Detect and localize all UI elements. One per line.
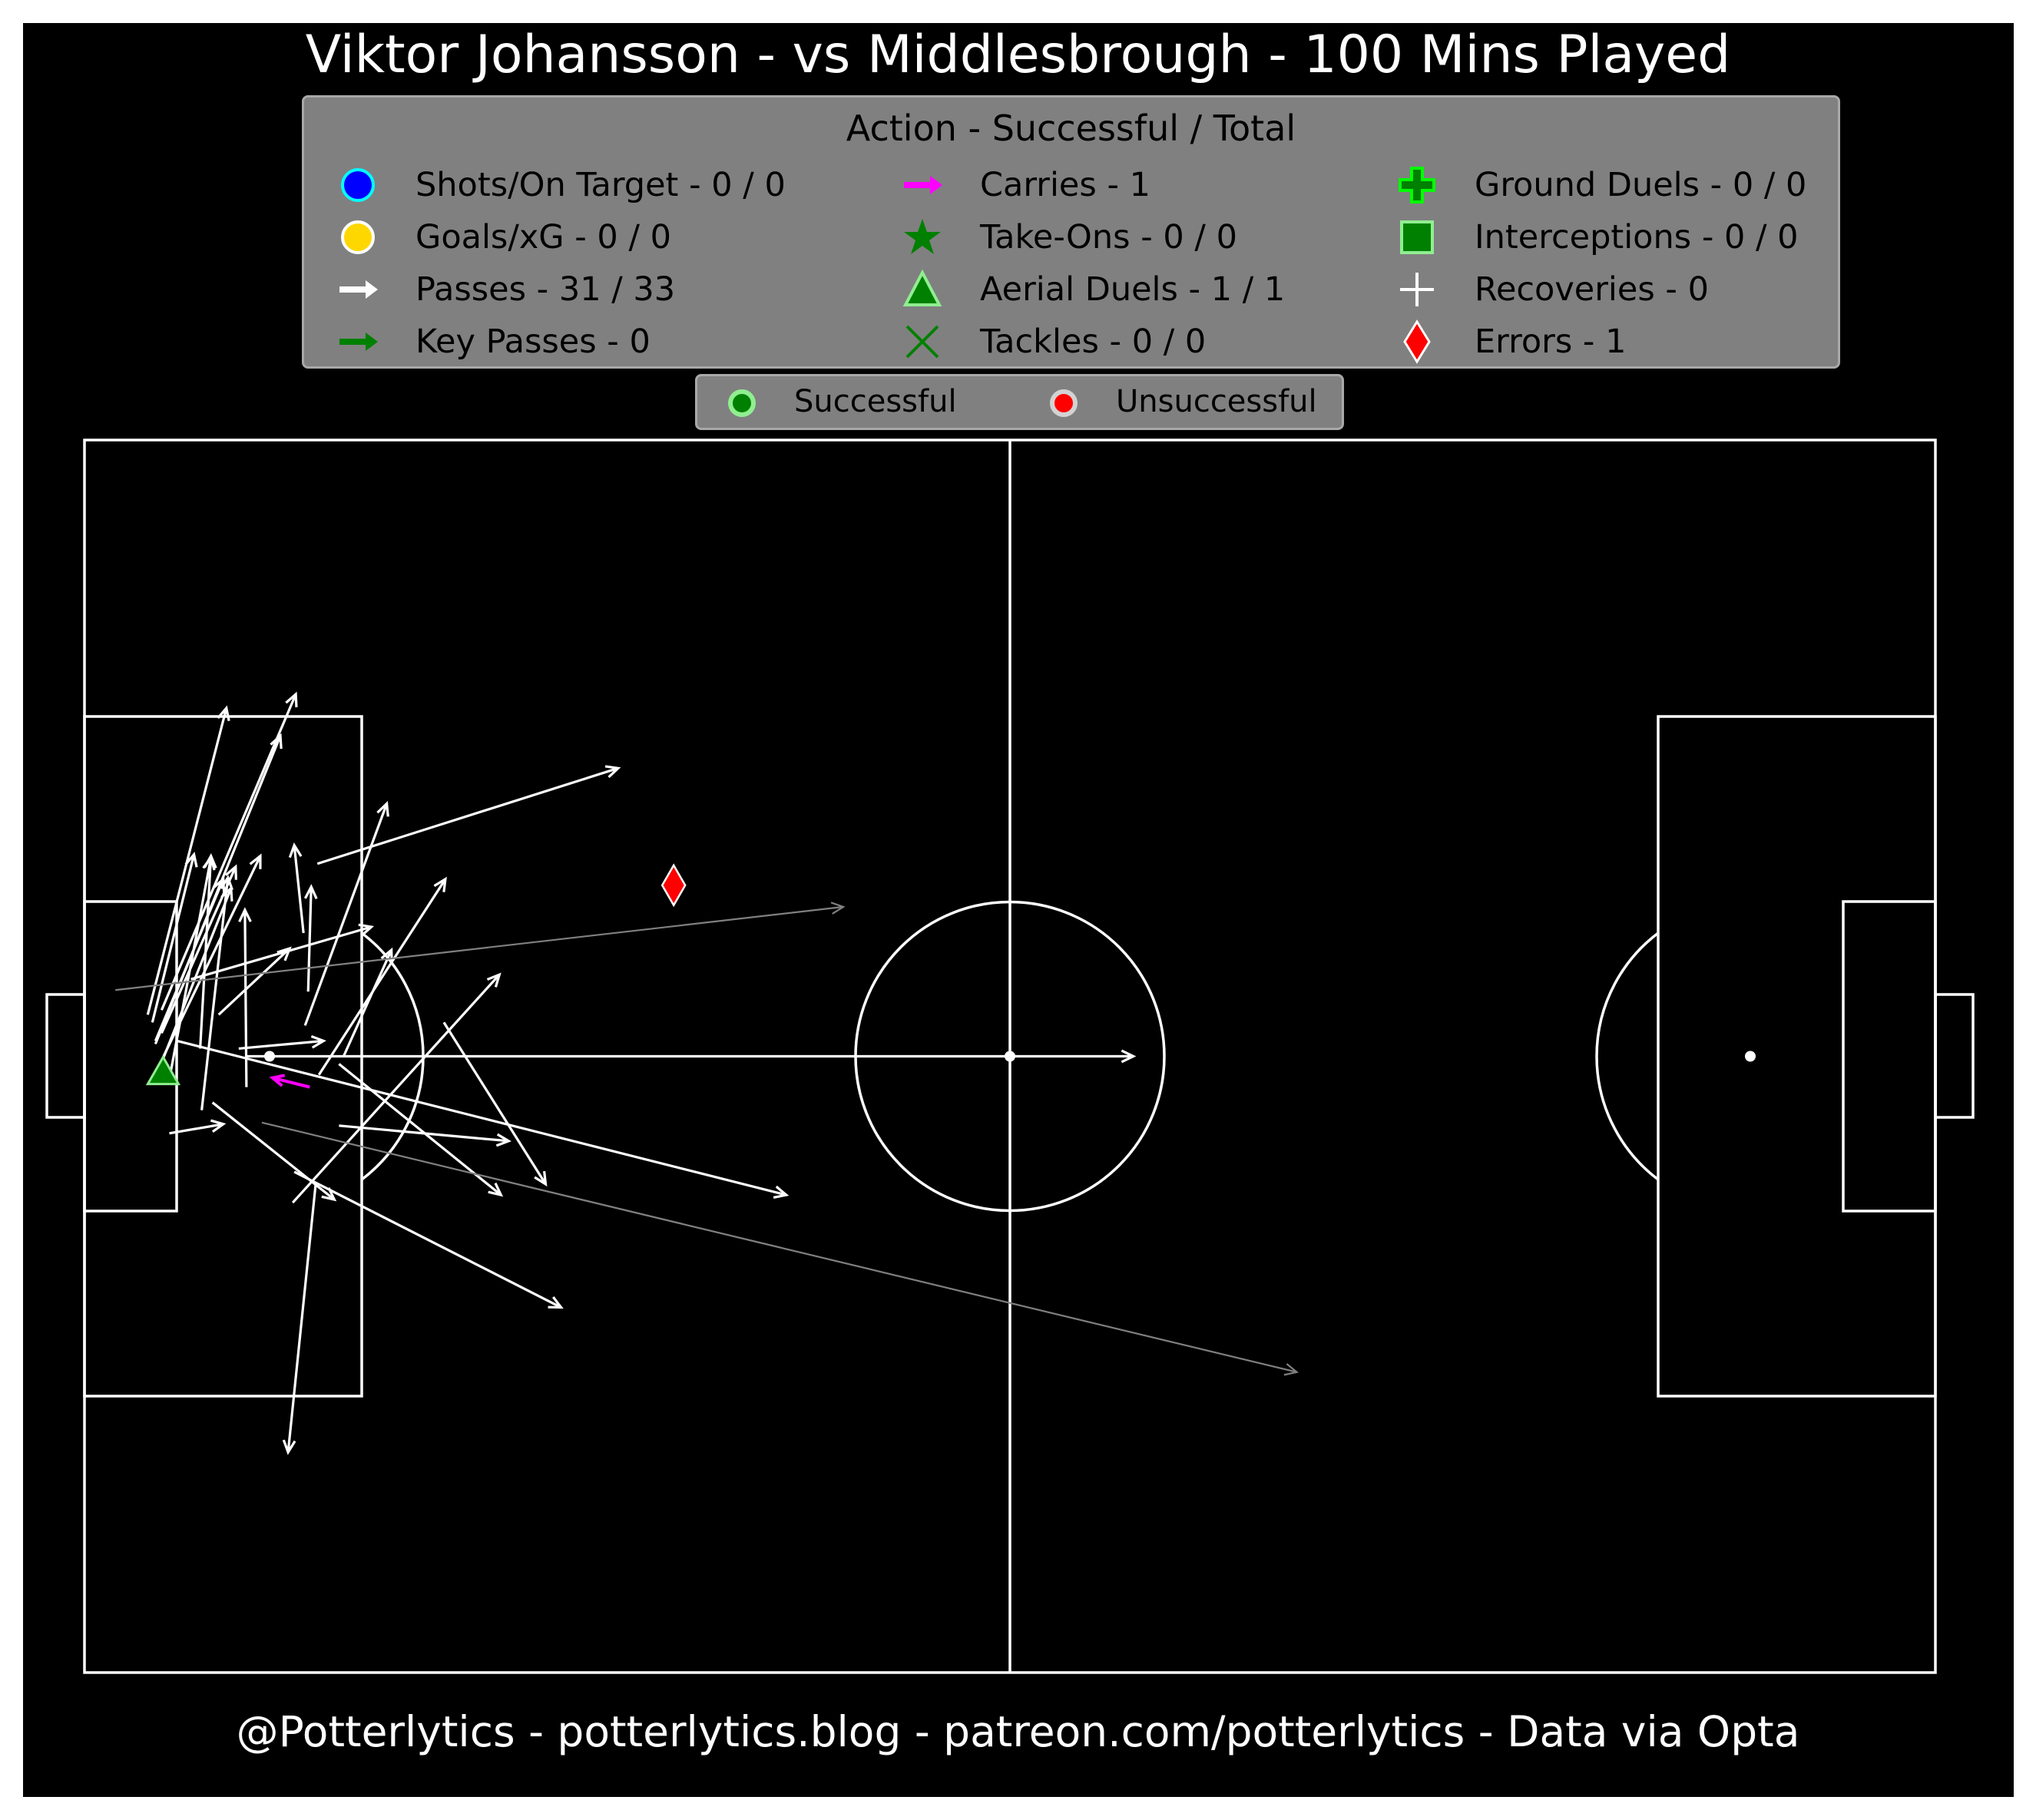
legend-label: Interceptions - 0 / 0: [1475, 218, 1799, 256]
pass-arrow: [169, 1119, 227, 1135]
pass-arrow: [238, 1034, 326, 1051]
footer-credits: @Potterlytics - potterlytics.blog - patr…: [236, 1707, 1800, 1756]
aerial-triangle-icon: [902, 269, 942, 306]
legend-label: Passes - 31 / 33: [415, 270, 676, 309]
pass-arrow: [303, 801, 389, 1026]
pass-arrow: [288, 842, 305, 934]
error-marker: [660, 863, 687, 908]
legend-label: Key Passes - 0: [415, 323, 651, 361]
action-legend: Action - Successful / Total Shots/On Tar…: [302, 95, 1840, 369]
pass-arrow: [160, 691, 298, 1011]
right-goal: [1934, 993, 1975, 1119]
ground-duel-plus-icon: [1399, 167, 1435, 204]
pass-arrow: [246, 1049, 1137, 1064]
unsuccessful-dot-icon: [1050, 389, 1078, 417]
shots-circle-icon: [341, 168, 375, 202]
pass-arrow: [217, 946, 292, 1016]
successful-dot-icon: [728, 389, 756, 417]
carry-arrow-icon: [904, 176, 942, 194]
pass-arrow: [291, 972, 502, 1204]
legend-title: Action - Successful / Total: [846, 108, 1296, 149]
legend-label: Tackles - 0 / 0: [980, 323, 1207, 361]
pass-arrow: [199, 853, 217, 1049]
pass-arrow: [151, 852, 198, 1023]
recovery-plus-icon: [1400, 273, 1434, 306]
pass-arrow: [177, 1039, 790, 1200]
pass-arrow: [293, 1170, 564, 1309]
event-layer: [115, 691, 1299, 1455]
carry-arrow: [269, 1074, 310, 1089]
pass-arrow: [261, 1121, 1299, 1376]
legend-label: Successful: [794, 384, 957, 419]
pass-arrow: [200, 875, 233, 1110]
pass-arrow: [282, 1182, 317, 1455]
pass-arrow: [160, 864, 237, 1034]
legend-label: Unsuccessful: [1116, 384, 1317, 419]
right-penalty-area: [1657, 715, 1937, 1398]
right-six-yard-box: [1842, 900, 1937, 1213]
pass-arrow: [238, 907, 252, 1087]
chart-title: Viktor Johansson - vs Middlesbrough - 10…: [305, 25, 1731, 85]
tackle-x-icon: [905, 325, 939, 359]
key-pass-arrow-icon: [339, 333, 378, 351]
legend-label: Aerial Duels - 1 / 1: [980, 270, 1286, 309]
error-diamond-icon: [1403, 319, 1431, 364]
pass-arrow: [317, 876, 447, 1076]
pass-arrow-icon: [339, 280, 378, 299]
pass-arrow: [442, 1021, 548, 1187]
take-on-star-icon: [904, 219, 941, 254]
pass-arrow: [342, 947, 393, 1057]
pass-arrow: [115, 902, 846, 991]
pass-arrow: [154, 876, 226, 1042]
goals-circle-icon: [341, 220, 375, 254]
right-penalty-arc: [1595, 932, 1660, 1181]
pass-arrow: [152, 853, 262, 1077]
outcome-legend: Successful Unsuccessful: [695, 374, 1344, 430]
legend-label: Ground Duels - 0 / 0: [1475, 166, 1807, 204]
pass-arrow: [303, 884, 318, 992]
pass-arrow: [339, 1124, 511, 1147]
legend-label: Take-Ons - 0 / 0: [980, 218, 1237, 256]
pass-arrow: [211, 1101, 337, 1202]
legend-label: Goals/xG - 0 / 0: [415, 218, 671, 256]
right-penalty-spot: [1745, 1051, 1756, 1062]
left-goal: [45, 993, 86, 1119]
pass-arrow: [316, 765, 621, 865]
aerial-duel-marker: [145, 1054, 181, 1086]
legend-label: Carries - 1: [980, 166, 1150, 204]
pass-arrow: [190, 923, 375, 981]
legend-label: Recoveries - 0: [1475, 270, 1709, 309]
legend-label: Errors - 1: [1475, 323, 1627, 361]
interception-square-icon: [1400, 220, 1434, 254]
legend-label: Shots/On Target - 0 / 0: [415, 166, 786, 204]
